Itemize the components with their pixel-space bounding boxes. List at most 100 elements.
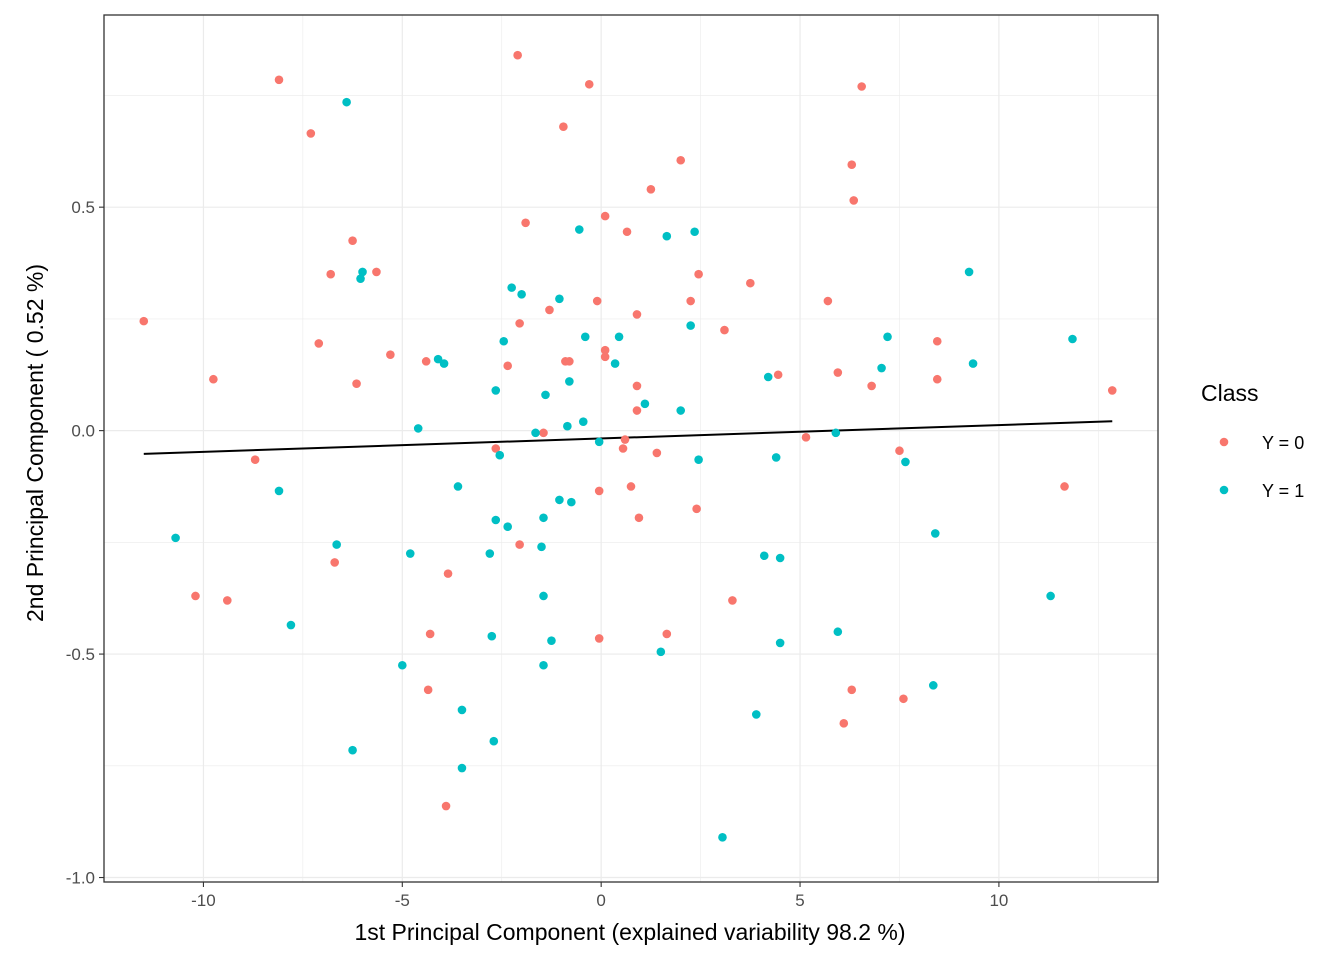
point-y0 xyxy=(326,269,336,279)
point-y1 xyxy=(1046,591,1055,601)
point-y1 xyxy=(405,549,415,558)
point-y0 xyxy=(839,719,849,728)
point-y1 xyxy=(565,377,574,386)
legend-key-y1 xyxy=(1219,485,1229,495)
point-y1 xyxy=(964,267,974,277)
point-y1 xyxy=(831,428,841,438)
point-y1 xyxy=(491,515,501,525)
point-y0 xyxy=(314,339,324,348)
point-y1 xyxy=(541,390,550,400)
point-y1 xyxy=(563,421,572,431)
point-y0 xyxy=(443,569,453,578)
point-y1 xyxy=(358,267,367,277)
point-y1 xyxy=(356,274,365,283)
point-y0 xyxy=(773,370,783,380)
point-y0 xyxy=(209,374,218,384)
point-y1 xyxy=(485,549,495,558)
point-y0 xyxy=(618,444,628,453)
point-y1 xyxy=(531,428,540,438)
legend-label-y1: Y = 1 xyxy=(1262,481,1304,501)
point-y1 xyxy=(171,533,180,543)
point-y0 xyxy=(545,305,554,315)
point-y0 xyxy=(250,455,260,464)
point-y1 xyxy=(348,745,357,755)
point-y1 xyxy=(877,363,886,373)
point-y1 xyxy=(274,486,284,496)
point-y0 xyxy=(372,267,381,277)
point-y1 xyxy=(499,336,509,346)
point-y0 xyxy=(600,352,610,362)
point-y1 xyxy=(656,647,666,657)
point-y0 xyxy=(728,596,737,605)
point-y0 xyxy=(895,446,904,456)
panel-border xyxy=(103,14,1159,883)
point-y0 xyxy=(692,504,701,514)
y-tick-label: 0.5 xyxy=(71,198,95,217)
point-y0 xyxy=(565,357,574,366)
point-y0 xyxy=(632,381,642,391)
point-y0 xyxy=(899,694,908,704)
point-y1 xyxy=(610,359,620,368)
point-y1 xyxy=(694,455,703,464)
point-y0 xyxy=(425,629,435,639)
point-y0 xyxy=(521,218,530,228)
x-tick-label: 0 xyxy=(596,891,605,910)
point-y1 xyxy=(453,482,463,491)
point-y1 xyxy=(901,457,910,467)
point-y0 xyxy=(676,155,686,165)
point-y0 xyxy=(823,296,833,306)
point-y0 xyxy=(694,269,703,279)
x-axis: -10 -5 0 5 10 xyxy=(191,882,1008,910)
point-y1 xyxy=(771,453,781,462)
point-y0 xyxy=(646,184,656,194)
point-y0 xyxy=(932,374,942,384)
point-y1 xyxy=(491,386,501,395)
point-y1 xyxy=(763,372,773,382)
point-y1 xyxy=(517,290,526,299)
y-tick-label: -0.5 xyxy=(66,645,95,664)
point-y1 xyxy=(539,591,548,601)
y-tick-label: -1.0 xyxy=(66,869,95,888)
point-y0 xyxy=(632,310,642,319)
point-y0 xyxy=(306,129,316,138)
point-y0 xyxy=(932,336,942,346)
x-tick-label: 10 xyxy=(989,891,1008,910)
point-y0 xyxy=(330,558,339,567)
y-axis-title: 2nd Principal Component ( 0.52 %) xyxy=(22,264,48,622)
point-y0 xyxy=(620,435,630,444)
point-y1 xyxy=(759,551,769,561)
point-y0 xyxy=(867,381,876,391)
legend-label-y0: Y = 0 xyxy=(1262,433,1304,453)
y-tick-label: 0.0 xyxy=(71,422,95,441)
minor-gridlines xyxy=(104,15,1158,882)
point-y0 xyxy=(441,801,451,811)
point-y1 xyxy=(539,513,548,523)
point-y0 xyxy=(1060,482,1069,491)
x-axis-title: 1st Principal Component (explained varia… xyxy=(354,919,905,945)
point-y0 xyxy=(503,361,513,371)
point-y0 xyxy=(592,296,602,306)
x-tick-label: -10 xyxy=(191,891,216,910)
point-y0 xyxy=(423,685,433,695)
point-y0 xyxy=(594,486,604,496)
point-y1 xyxy=(775,553,785,563)
point-y0 xyxy=(720,325,729,335)
point-y0 xyxy=(515,540,524,549)
major-gridlines xyxy=(104,15,1158,882)
point-y0 xyxy=(662,629,672,639)
point-y1 xyxy=(968,359,978,368)
point-y0 xyxy=(746,278,755,288)
point-y1 xyxy=(718,833,727,842)
point-y0 xyxy=(274,75,284,85)
point-y1 xyxy=(537,542,546,552)
point-y0 xyxy=(622,227,632,237)
point-y0 xyxy=(352,379,361,388)
point-y1 xyxy=(547,636,556,645)
point-y0 xyxy=(600,211,610,221)
point-y1 xyxy=(433,354,443,364)
point-y1 xyxy=(555,294,564,304)
point-y1 xyxy=(1068,334,1077,344)
point-y1 xyxy=(342,97,351,107)
